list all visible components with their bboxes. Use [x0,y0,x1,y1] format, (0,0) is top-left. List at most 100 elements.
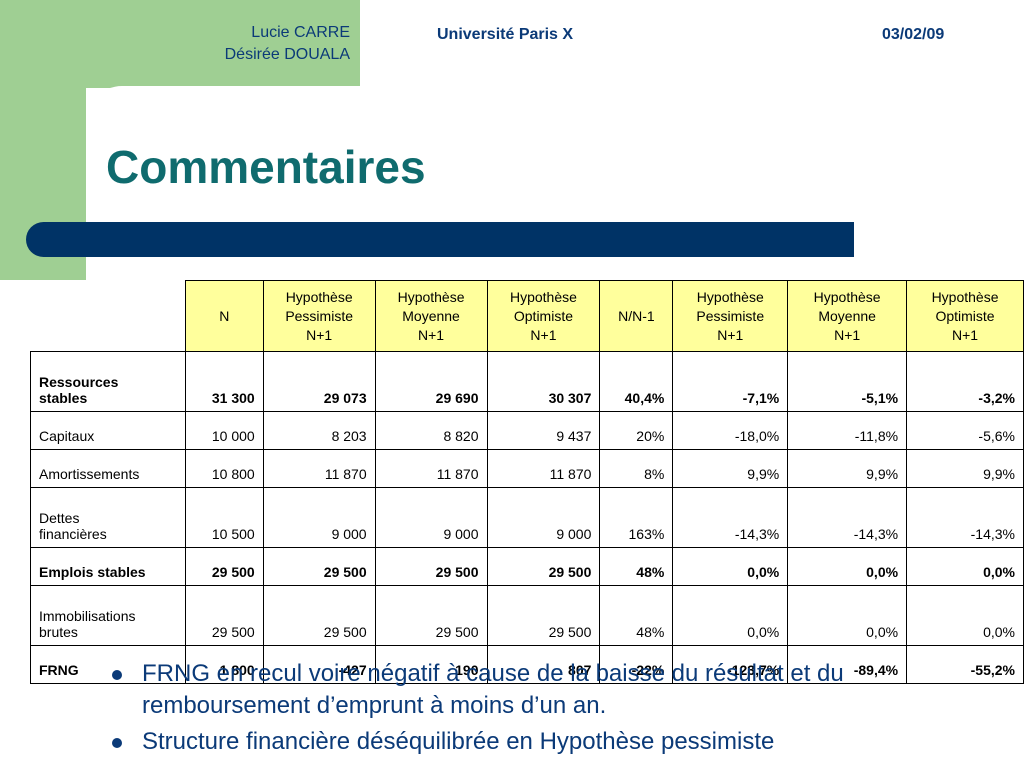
author-1: Lucie CARRE [251,24,350,41]
table-row: FRNG 1 800 -427 190 807 -22% -123,7% -89,4% -55,… [30,645,1024,684]
row-label: Immobilisations brutes [30,585,186,646]
table-cell: 1 800 [184,645,264,684]
row-label: Amortissements [30,449,186,488]
table-cell: 29 500 [374,547,488,586]
table-cell: 31 300 [184,351,264,412]
table-cell: 29 500 [486,547,601,586]
bullet-dot-icon [112,670,122,680]
column-header-line: N+1 [717,326,744,343]
table-cell: 0,0% [672,585,789,646]
table-row: Immobilisations brutes 29 500 29 500 29 500 2… [30,585,1024,646]
table-cell: 9,9% [787,449,908,488]
column-header: N [184,280,264,352]
table-cell: 9 000 [374,487,488,548]
table-cell: -14,3% [787,487,908,548]
bullet-list: FRNG en recul voire négatif à cause de l… [108,658,1008,762]
table-cell: 11 870 [486,449,601,488]
column-header-line: Hypothèse [931,288,999,305]
column-header-line: N+1 [418,326,445,343]
author-2: Désirée DOUALA [224,46,350,63]
column-header-line: N+1 [951,326,979,343]
financial-table: N Hypothèse Pessimiste N+1 Hypothèse Moyenne N… [30,280,1024,684]
table-row: Emplois stables 29 500 29 500 29 500 29 500 4… [30,547,1024,586]
table-cell: 29 500 [486,585,601,646]
table-row: Amortissements 10 800 11 870 11 870 11 870 8%… [30,449,1024,488]
table-cell: -11,8% [787,411,908,450]
column-header-line: N+1 [530,326,557,343]
bullet-dot-icon [112,738,122,748]
table-cell: -123,7% [672,645,789,684]
table-row: Capitaux 10 000 8 203 8 820 9 437 20% -18,0% -1… [30,411,1024,450]
table-cell: 40,4% [599,351,674,412]
table-cell: 0,0% [906,585,1024,646]
column-header-line: Optimiste [513,307,573,324]
row-label-line: Emplois stables [39,564,146,580]
table-cell: 9,9% [672,449,789,488]
column-header-line: Moyenne [402,307,460,324]
table-cell: -5,6% [906,411,1024,450]
authors: Lucie CARRE Désirée DOUALA [225,22,350,66]
column-header-line: N+1 [306,326,333,343]
row-label: Ressources stables [30,351,186,412]
table-cell: 0,0% [672,547,789,586]
table-cell: 20% [599,411,674,450]
table-row: Dettes financières 10 500 9 000 9 000 9 000 16… [30,487,1024,548]
table-cell: -3,2% [906,351,1024,412]
column-header-line: Hypothèse [285,288,353,305]
table-corner [30,280,186,352]
table-cell: 29 500 [184,585,264,646]
row-label: FRNG [30,645,186,684]
table-cell: -5,1% [787,351,908,412]
column-header: Hypothèse Moyenne N+1 [374,280,488,352]
table-cell: 0,0% [787,547,908,586]
table-cell: 807 [486,645,601,684]
column-header-line: Pessimiste [696,307,765,324]
column-header-line: Hypothèse [509,288,577,305]
table-cell: -89,4% [787,645,908,684]
table-cell: 29 690 [374,351,488,412]
table-cell: 48% [599,585,674,646]
table-cell: -18,0% [672,411,789,450]
row-label-line: financières [39,526,107,542]
table-cell: -427 [262,645,376,684]
table-cell: 10 800 [184,449,264,488]
table-cell: 0,0% [906,547,1024,586]
column-header-line: Moyenne [818,307,876,324]
column-header-line: N [219,307,230,324]
column-header: Hypothèse Pessimiste N+1 [672,280,789,352]
table-cell: 9,9% [906,449,1024,488]
table-cell: 163% [599,487,674,548]
table-cell: -7,1% [672,351,789,412]
row-label-line: Dettes [39,510,80,526]
table-cell: -14,3% [906,487,1024,548]
table-cell: 190 [374,645,488,684]
table-cell: 8 820 [374,411,488,450]
bullet-item: FRNG en recul voire négatif à cause de l… [108,658,1008,722]
table-cell: 29 500 [262,585,376,646]
column-header-line: Hypothèse [397,288,465,305]
date: 03/02/09 [882,26,945,43]
table-cell: 8% [599,449,674,488]
table-cell: 9 000 [262,487,376,548]
table-cell: 29 073 [262,351,376,412]
column-header: Hypothèse Optimiste N+1 [906,280,1024,352]
row-label: Capitaux [30,411,186,450]
row-label-line: Amortissements [39,466,140,482]
column-header-line: Pessimiste [285,307,353,324]
column-header-line: N+1 [834,326,861,343]
table-cell: -22% [599,645,674,684]
bullet-text: Structure financière déséquilibrée en Hy… [142,728,775,755]
column-header: Hypothèse Moyenne N+1 [787,280,908,352]
table-cell: 0,0% [787,585,908,646]
row-label: Dettes financières [30,487,186,548]
bullet-text: FRNG en recul voire négatif à cause de l… [142,660,844,719]
table-cell: 29 500 [374,585,488,646]
column-header-line: Hypothèse [696,288,764,305]
table-cell: -55,2% [906,645,1024,684]
column-header-line: Optimiste [935,307,995,324]
table-cell: 11 870 [374,449,488,488]
table-cell: 29 500 [262,547,376,586]
row-label-line: FRNG [39,662,79,678]
table-cell: -14,3% [672,487,789,548]
table-cell: 9 000 [486,487,601,548]
